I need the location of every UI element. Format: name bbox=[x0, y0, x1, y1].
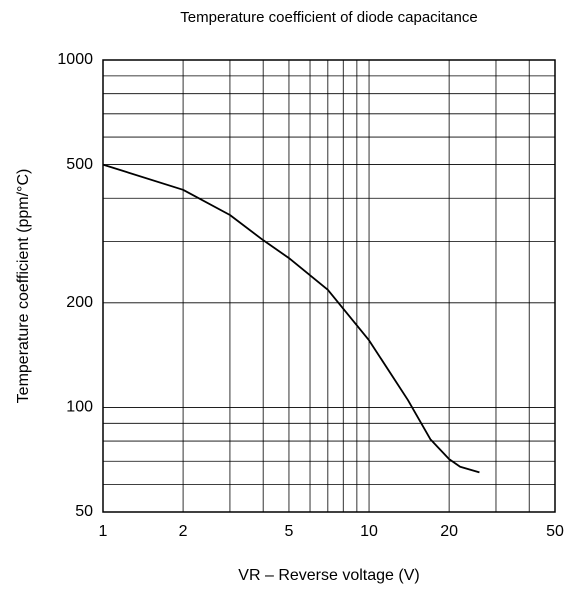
x-tick-label: 10 bbox=[360, 523, 378, 540]
x-tick-label: 2 bbox=[179, 523, 188, 540]
x-axis-label: VR – Reverse voltage (V) bbox=[238, 567, 419, 584]
x-tick-label: 5 bbox=[285, 523, 294, 540]
y-tick-label: 1000 bbox=[57, 51, 93, 68]
x-tick-label: 1 bbox=[99, 523, 108, 540]
y-axis-label: Temperature coefficient (ppm/°C) bbox=[15, 169, 32, 404]
data-line bbox=[102, 163, 480, 474]
y-tick-label: 200 bbox=[66, 294, 93, 311]
chart-title: Temperature coefficient of diode capacit… bbox=[180, 9, 477, 26]
x-tick-label: 50 bbox=[546, 523, 564, 540]
x-tick-label: 20 bbox=[440, 523, 458, 540]
y-tick-label: 500 bbox=[66, 156, 93, 173]
plot-frame bbox=[102, 59, 556, 513]
y-tick-label: 100 bbox=[66, 399, 93, 416]
y-tick-label: 50 bbox=[75, 503, 93, 520]
